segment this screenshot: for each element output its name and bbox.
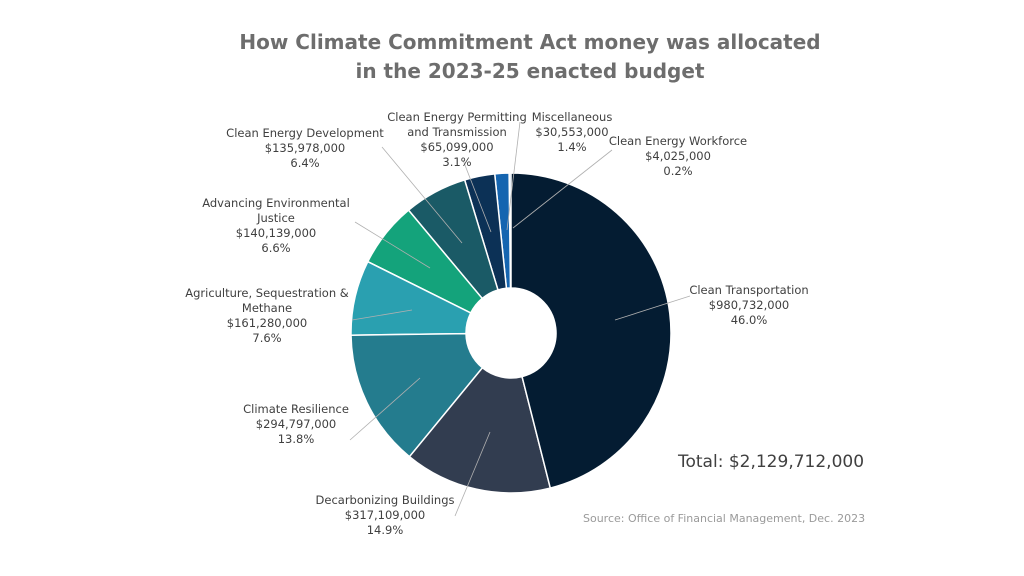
category-label: Advancing Environmental Justice (202, 196, 350, 225)
percent-label: 6.6% (261, 241, 291, 255)
category-label: Agriculture, Sequestration & Methane (185, 286, 349, 315)
value-label: $30,553,000 (535, 125, 609, 139)
category-label: Clean Energy Development (226, 126, 384, 140)
slice (510, 172, 672, 490)
value-label: $135,978,000 (264, 141, 346, 155)
slice-label: Clean Transportation $980,732,000 46.0% (654, 283, 844, 328)
slice-label: Miscellaneous $30,553,000 1.4% (477, 110, 667, 155)
slice-label: Clean Energy Development $135,978,000 6.4% (210, 126, 400, 171)
leader-line (349, 377, 421, 441)
slice-label: Agriculture, Sequestration & Methane $161… (172, 286, 362, 346)
chart-title: How Climate Commitment Act money was all… (239, 30, 821, 83)
leader-lines (349, 121, 691, 517)
total-label: Total: $2,129,712,000 (678, 452, 865, 472)
slice-label: Clean Energy Permitting and Transmission… (362, 110, 552, 170)
slice (366, 209, 484, 314)
percent-label: 3.1% (442, 155, 472, 169)
percent-label: 7.6% (252, 331, 282, 345)
percent-label: 13.8% (277, 432, 315, 446)
slice (350, 260, 472, 336)
leader-line (354, 221, 431, 269)
leader-line (454, 431, 491, 517)
leader-line (462, 159, 492, 233)
percent-label: 46.0% (730, 313, 768, 327)
slice-label: Decarbonizing Buildings $317,109,000 14.9% (290, 493, 480, 538)
slice-label: Advancing Environmental Justice $140,139,… (181, 196, 371, 256)
category-label: Decarbonizing Buildings (315, 493, 455, 507)
percent-label: 6.4% (290, 156, 320, 170)
source-note: Source: Office of Financial Management, … (583, 512, 866, 525)
category-label: Clean Energy Permitting and Transmission (387, 110, 527, 139)
slice-label: Clean Energy Workforce $4,025,000 0.2% (583, 134, 773, 179)
value-label: $294,797,000 (255, 417, 337, 431)
leader-line (381, 146, 463, 244)
value-label: $4,025,000 (645, 149, 711, 163)
value-label: $65,099,000 (420, 140, 494, 154)
category-label: Miscellaneous (531, 110, 613, 124)
category-label: Clean Transportation (689, 283, 809, 297)
leader-line (614, 295, 691, 321)
percent-label: 14.9% (366, 523, 404, 537)
slice-label: Climate Resilience $294,797,000 13.8% (201, 402, 391, 447)
leader-line (506, 121, 521, 231)
percent-label: 0.2% (663, 164, 693, 178)
leader-line (512, 149, 613, 229)
leader-line (351, 309, 413, 321)
value-label: $980,732,000 (708, 298, 790, 312)
percent-label: 1.4% (557, 140, 587, 154)
slice (407, 178, 499, 300)
value-label: $317,109,000 (344, 508, 426, 522)
category-label: Clean Energy Workforce (608, 134, 748, 148)
value-label: $140,139,000 (235, 226, 317, 240)
slice (350, 332, 484, 458)
slice (408, 366, 552, 494)
category-label: Climate Resilience (243, 402, 349, 416)
value-label: $161,280,000 (226, 316, 308, 330)
